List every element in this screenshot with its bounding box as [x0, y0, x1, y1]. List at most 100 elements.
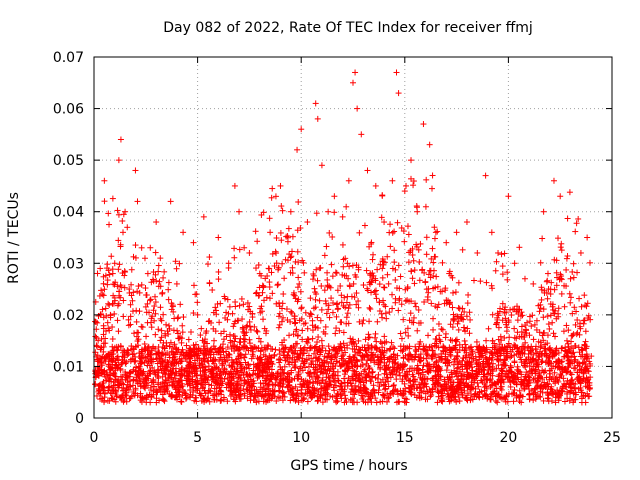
data-point: [455, 326, 462, 333]
data-point: [450, 289, 457, 296]
data-point: [431, 224, 438, 231]
data-point-sample: [134, 198, 141, 205]
data-point-sample: [215, 234, 222, 241]
data-point: [389, 291, 396, 298]
data-point: [311, 350, 318, 357]
data-point: [560, 328, 567, 335]
data-point: [117, 241, 124, 248]
data-point: [269, 185, 276, 192]
data-point: [209, 287, 216, 294]
data-point: [314, 325, 321, 332]
data-point: [309, 317, 316, 324]
data-point: [100, 292, 107, 299]
data-point: [344, 310, 351, 317]
data-point: [464, 300, 471, 307]
data-point: [506, 334, 513, 341]
data-point: [415, 306, 422, 313]
data-point: [571, 304, 578, 311]
data-point: [577, 320, 584, 327]
data-point: [398, 335, 405, 342]
data-point: [417, 240, 424, 247]
data-point: [309, 276, 316, 283]
data-point: [553, 282, 560, 289]
data-point: [541, 287, 548, 294]
data-point: [168, 306, 175, 313]
data-point: [333, 313, 340, 320]
data-point: [511, 359, 518, 366]
data-point: [143, 309, 150, 316]
data-point: [114, 317, 121, 324]
data-point: [410, 257, 417, 264]
data-point: [338, 319, 345, 326]
data-point: [126, 373, 133, 380]
data-point: [516, 387, 523, 394]
data-point: [295, 198, 302, 205]
data-point-sample: [325, 208, 332, 215]
data-point: [259, 289, 266, 296]
data-point: [424, 293, 431, 300]
data-point: [569, 268, 576, 275]
data-point-sample: [393, 69, 400, 76]
data-point: [382, 310, 389, 317]
data-point: [569, 350, 576, 357]
data-point: [294, 248, 301, 255]
data-point: [179, 329, 186, 336]
data-point: [366, 318, 373, 325]
data-point: [379, 192, 386, 199]
data-point: [180, 314, 187, 321]
data-point: [555, 235, 562, 242]
data-point: [237, 335, 244, 342]
data-point: [425, 332, 432, 339]
data-point: [155, 268, 162, 275]
data-point: [262, 275, 269, 282]
data-point: [353, 274, 360, 281]
data-point: [153, 355, 160, 362]
data-point: [417, 351, 424, 358]
data-point: [129, 308, 136, 315]
data-point: [394, 219, 401, 226]
data-point: [495, 324, 502, 331]
data-point: [160, 274, 167, 281]
data-point-sample: [339, 213, 346, 220]
data-point: [291, 292, 298, 299]
data-point: [459, 246, 466, 253]
data-point: [391, 259, 398, 266]
data-point: [254, 238, 261, 245]
data-point: [400, 228, 407, 235]
x-tick-label: 20: [499, 430, 517, 446]
data-point: [200, 356, 207, 363]
data-point: [422, 380, 429, 387]
data-point: [204, 261, 211, 268]
data-point-sample: [173, 280, 180, 287]
data-point: [439, 259, 446, 266]
data-point: [583, 303, 590, 310]
data-points: [92, 69, 595, 406]
data-point: [104, 281, 111, 288]
data-point: [206, 254, 213, 261]
data-point: [389, 305, 396, 312]
data-point: [287, 397, 294, 404]
data-point: [483, 337, 490, 344]
data-point-sample: [550, 177, 557, 184]
data-point: [143, 333, 150, 340]
data-point-sample: [474, 249, 481, 256]
data-point: [142, 303, 149, 310]
data-point: [565, 340, 572, 347]
data-point: [287, 254, 294, 261]
data-point-sample: [577, 249, 584, 256]
data-point: [277, 229, 284, 236]
data-point-sample: [107, 311, 114, 318]
data-point: [267, 376, 274, 383]
data-point: [326, 314, 333, 321]
data-point: [315, 334, 322, 341]
data-point: [319, 377, 326, 384]
data-point: [279, 300, 286, 307]
data-point: [241, 354, 248, 361]
data-point: [127, 313, 134, 320]
data-point: [165, 286, 172, 293]
data-point: [269, 290, 276, 297]
data-point: [152, 249, 159, 256]
data-point: [119, 217, 126, 224]
data-point: [121, 284, 128, 291]
data-point: [220, 341, 227, 348]
